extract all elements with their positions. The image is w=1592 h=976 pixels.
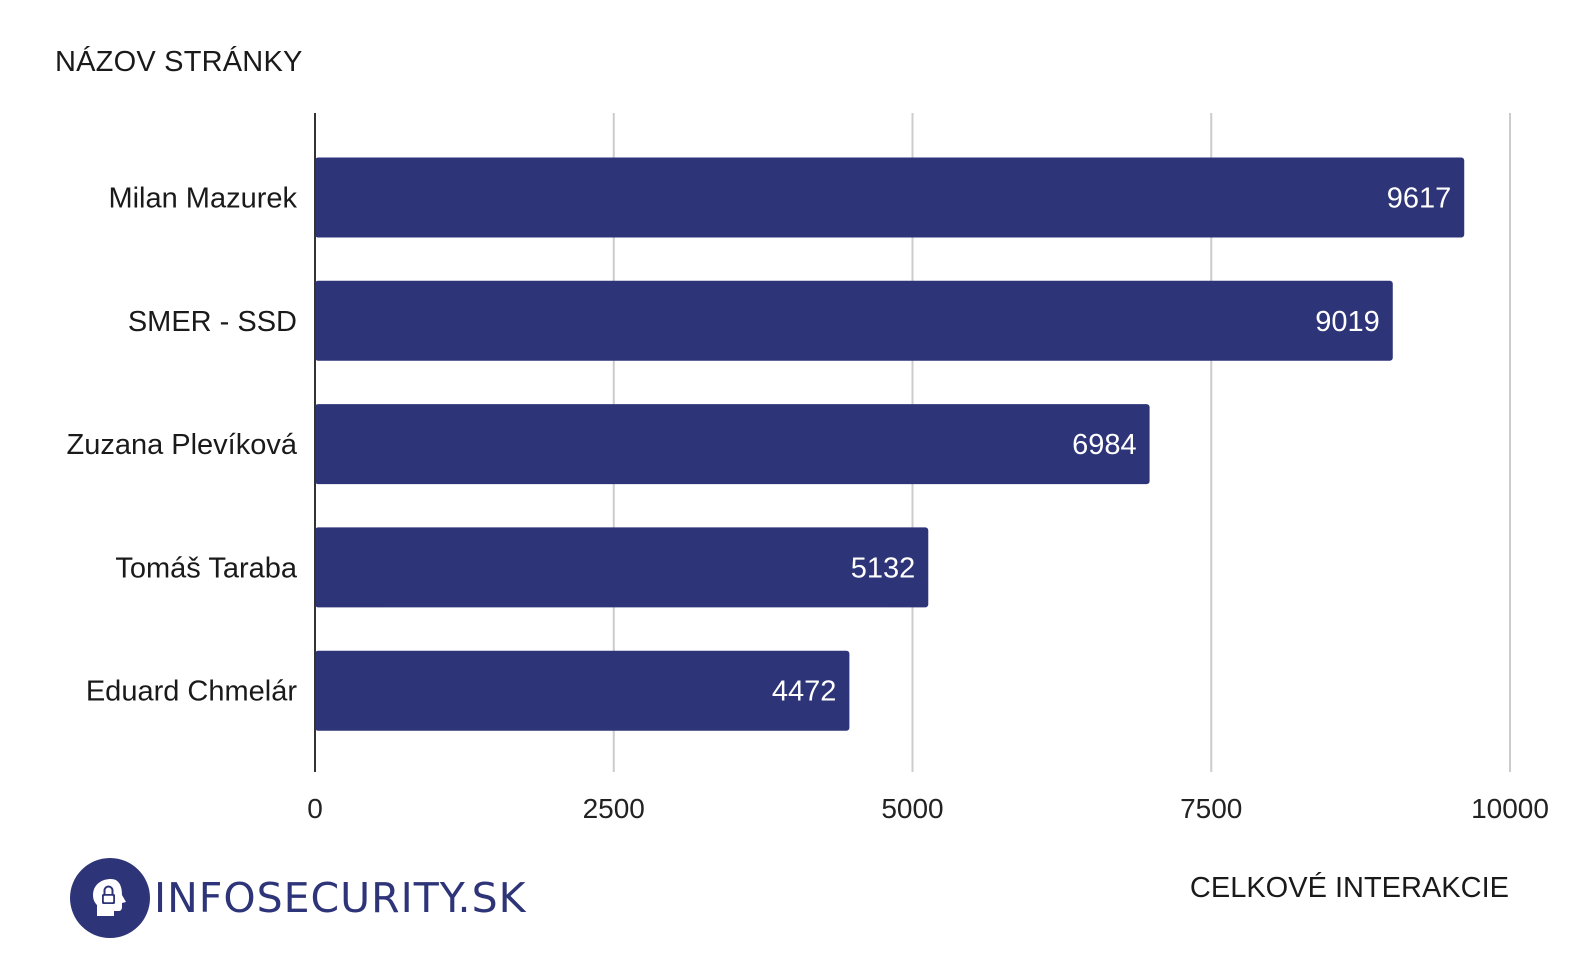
x-tick-label: 10000: [1471, 793, 1549, 824]
data-label: 5132: [851, 552, 916, 584]
bar: [315, 157, 1465, 238]
x-tick-label: 2500: [583, 793, 645, 824]
x-tick-label: 5000: [881, 793, 943, 824]
data-label: 9617: [1387, 183, 1452, 215]
bars: [315, 157, 1465, 731]
category-label: Tomáš Taraba: [115, 552, 297, 584]
bar: [315, 280, 1393, 361]
bar: [315, 527, 929, 608]
data-label: 9019: [1315, 306, 1380, 338]
x-axis-title: CELKOVÉ INTERAKCIE: [1189, 872, 1509, 904]
bar: [315, 404, 1150, 485]
category-labels: Milan Mazurek SMER - SSD Zuzana Plevíková T…: [66, 183, 297, 708]
logo-text: INFOSECURITY.SK: [154, 874, 527, 922]
category-label: Zuzana Plevíková: [66, 429, 297, 461]
category-label: Eduard Chmelár: [86, 676, 297, 708]
x-tick-label: 0: [307, 793, 323, 824]
x-tick-label: 7500: [1180, 793, 1242, 824]
y-axis-title: NÁZOV STRÁNKY: [55, 46, 303, 78]
head-lock-icon: [70, 858, 150, 938]
category-label: SMER - SSD: [128, 306, 297, 338]
category-label: Milan Mazurek: [108, 183, 297, 215]
brand-logo: INFOSECURITY.SK: [70, 858, 527, 938]
bar: [315, 650, 850, 731]
data-labels: 9617 9019 6984 5132 4472: [772, 183, 1451, 708]
data-label: 4472: [772, 676, 837, 708]
data-label: 6984: [1072, 429, 1137, 461]
x-tick-labels: 0 2500 5000 7500 10000: [307, 793, 1549, 824]
